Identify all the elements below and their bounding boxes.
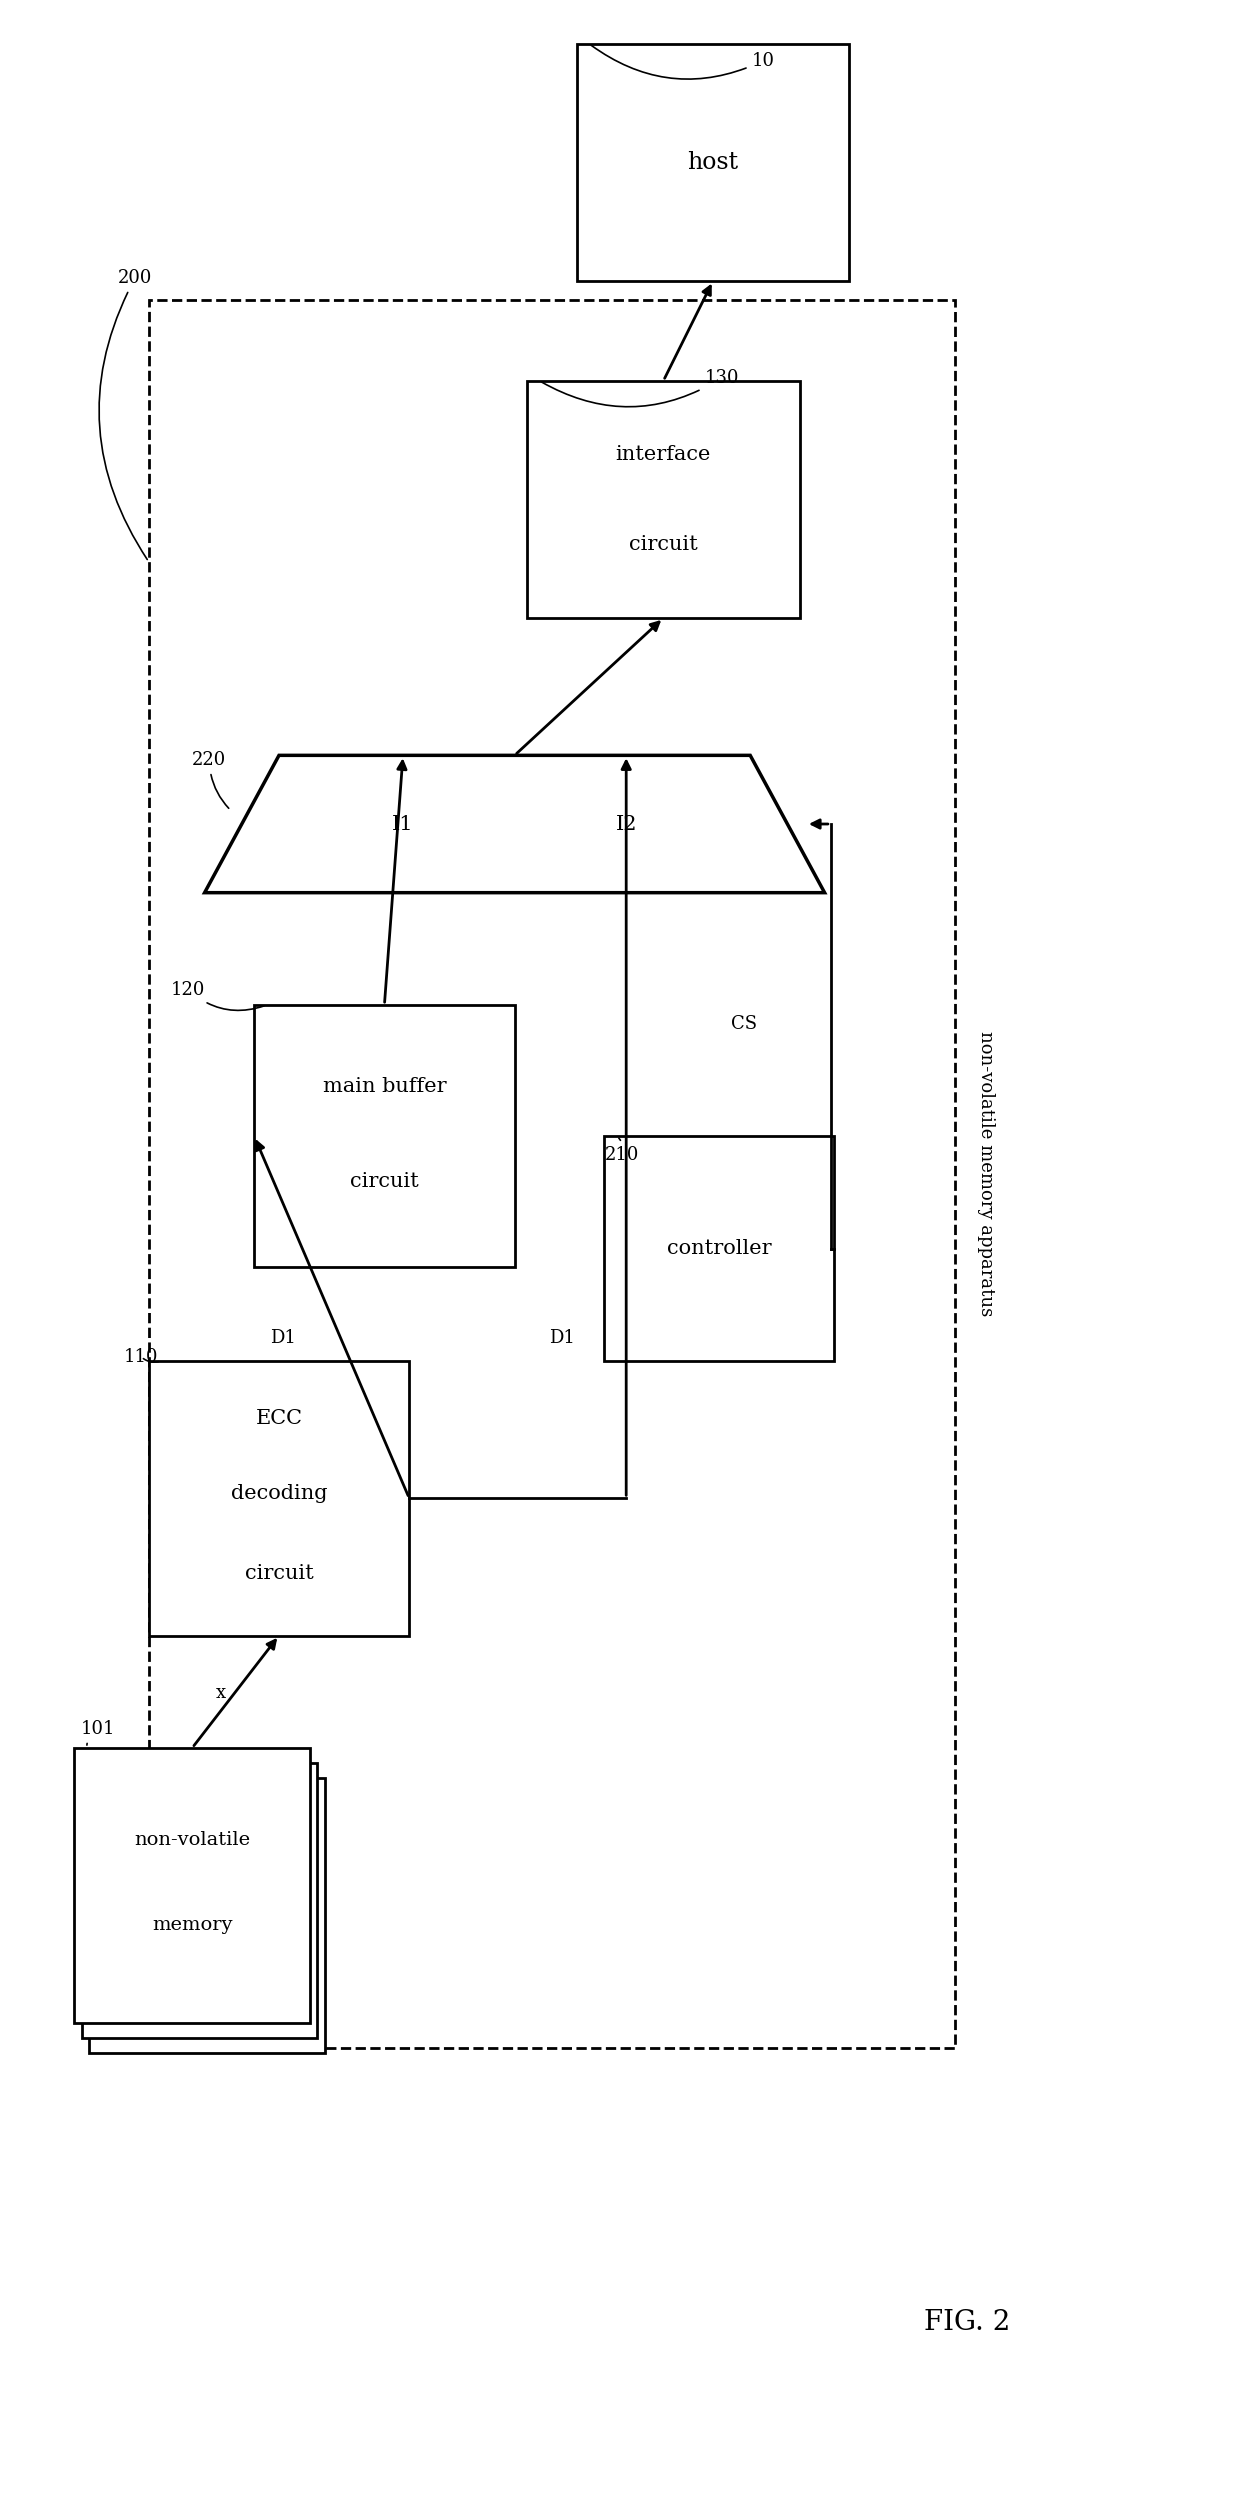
- Text: 200: 200: [99, 270, 153, 559]
- Text: 220: 220: [192, 752, 228, 809]
- Text: controller: controller: [667, 1239, 771, 1258]
- Text: non-volatile memory apparatus: non-volatile memory apparatus: [977, 1031, 994, 1316]
- FancyBboxPatch shape: [577, 42, 849, 280]
- Text: 110: 110: [124, 1348, 159, 1366]
- Text: CS: CS: [730, 1014, 758, 1034]
- FancyBboxPatch shape: [89, 1778, 325, 2053]
- Text: 210: 210: [605, 1139, 640, 1164]
- FancyBboxPatch shape: [149, 1361, 409, 1636]
- FancyBboxPatch shape: [527, 380, 800, 617]
- FancyBboxPatch shape: [604, 1136, 833, 1361]
- Text: non-volatile: non-volatile: [134, 1830, 250, 1850]
- FancyBboxPatch shape: [74, 1748, 310, 2023]
- Text: circuit: circuit: [350, 1171, 419, 1191]
- Text: FIG. 2: FIG. 2: [924, 2310, 1011, 2335]
- FancyBboxPatch shape: [82, 1763, 317, 2038]
- Text: 10: 10: [591, 45, 775, 80]
- Text: ECC: ECC: [255, 1408, 303, 1428]
- Text: circuit: circuit: [244, 1563, 314, 1583]
- Text: 120: 120: [171, 981, 264, 1011]
- Text: I1: I1: [392, 814, 414, 834]
- Text: I2: I2: [615, 814, 637, 834]
- Text: x: x: [216, 1683, 226, 1703]
- Polygon shape: [205, 754, 825, 891]
- Text: main buffer: main buffer: [322, 1076, 446, 1096]
- Text: interface: interface: [616, 444, 711, 464]
- Text: host: host: [687, 150, 739, 175]
- FancyBboxPatch shape: [149, 300, 955, 2048]
- Text: D1: D1: [270, 1328, 295, 1348]
- Text: circuit: circuit: [629, 534, 698, 554]
- Text: D1: D1: [549, 1328, 574, 1348]
- FancyBboxPatch shape: [254, 1004, 515, 1268]
- Text: 101: 101: [81, 1720, 115, 1745]
- Text: memory: memory: [153, 1915, 232, 1935]
- Text: decoding: decoding: [231, 1483, 327, 1503]
- Text: 130: 130: [542, 370, 739, 407]
